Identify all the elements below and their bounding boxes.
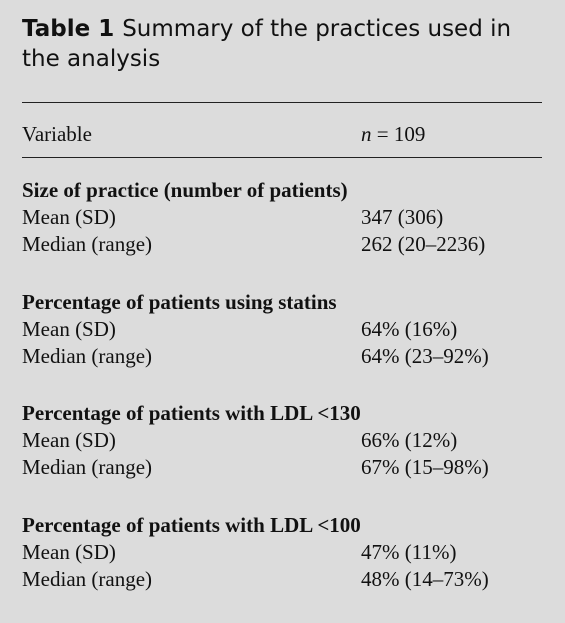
- row-label: Median (range): [22, 344, 153, 368]
- row-label: Median (range): [22, 567, 153, 591]
- header-rule: [22, 157, 542, 158]
- table-row: Median (range) 64% (23–92%): [22, 342, 542, 370]
- table-caption: Table 1 Summary of the practices used in …: [22, 14, 547, 74]
- header-variable: Variable: [22, 122, 92, 146]
- header-n-value: = 109: [371, 122, 426, 146]
- table-row: Mean (SD) 66% (12%): [22, 426, 542, 454]
- table-row: Median (range) 48% (14–73%): [22, 565, 542, 593]
- row-label: Mean (SD): [22, 540, 116, 564]
- top-rule: [22, 102, 542, 103]
- header-n: n = 109: [361, 120, 425, 148]
- header-row: Variable n = 109: [22, 120, 542, 148]
- table-row: Mean (SD) 47% (11%): [22, 538, 542, 566]
- section-title: Percentage of patients with LDL <100: [22, 513, 361, 537]
- row-label: Mean (SD): [22, 205, 116, 229]
- row-value: 64% (23–92%): [361, 344, 489, 368]
- table-row: Mean (SD) 347 (306): [22, 203, 542, 231]
- row-label: Mean (SD): [22, 428, 116, 452]
- row-label: Median (range): [22, 232, 153, 256]
- row-value: 64% (16%): [361, 317, 458, 341]
- row-label: Mean (SD): [22, 317, 116, 341]
- section-title: Size of practice (number of patients): [22, 178, 348, 202]
- caption-line-2: the analysis: [22, 46, 161, 72]
- row-value: 67% (15–98%): [361, 455, 489, 479]
- table-row: Median (range) 262 (20–2236): [22, 230, 542, 258]
- table-row: Mean (SD) 64% (16%): [22, 315, 542, 343]
- row-value: 48% (14–73%): [361, 567, 489, 591]
- header-n-symbol: n: [361, 122, 372, 146]
- table-label: Table 1: [22, 16, 115, 42]
- table-row: Median (range) 67% (15–98%): [22, 453, 542, 481]
- caption-line-1: Summary of the practices used in: [122, 16, 512, 42]
- row-value: 262 (20–2236): [361, 232, 486, 256]
- row-value: 347 (306): [361, 205, 444, 229]
- row-label: Median (range): [22, 455, 153, 479]
- row-value: 66% (12%): [361, 428, 458, 452]
- row-value: 47% (11%): [361, 540, 457, 564]
- section-title: Percentage of patients using statins: [22, 290, 337, 314]
- section-title: Percentage of patients with LDL <130: [22, 401, 361, 425]
